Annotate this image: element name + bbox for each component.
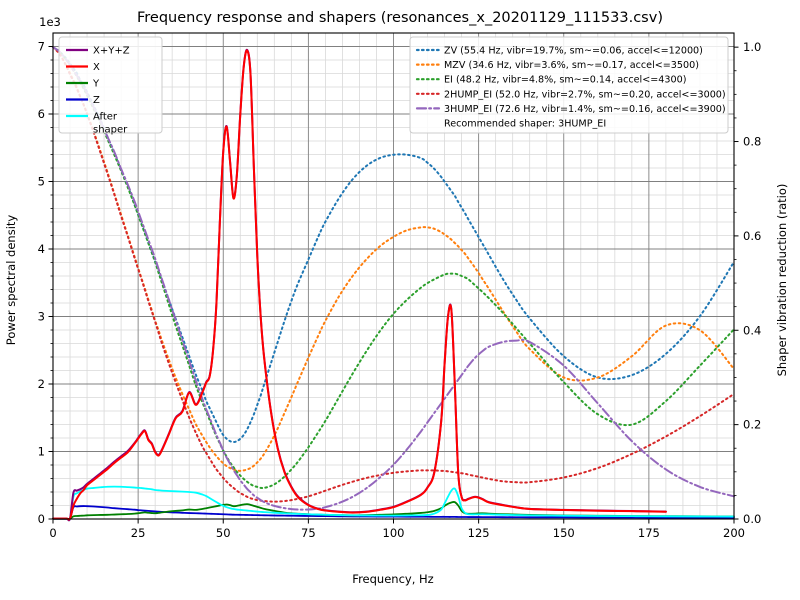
psd-legend-label: After [93,112,118,123]
series-line [52,46,735,511]
psd-legend-item[interactable]: Y [66,79,100,90]
psd-legend-label: Z [93,95,100,106]
x-tick-label: 175 [638,526,660,540]
y-tick-label-left: 4 [38,242,45,256]
psd-legend-item[interactable]: Z [66,95,100,106]
y-tick-label-left: 3 [38,310,45,324]
series-line [52,485,735,522]
shaper-legend-item[interactable]: 2HUMP_EI (52.0 Hz, vibr=2.7%, sm~=0.20, … [415,89,726,100]
x-tick-label: 25 [131,526,146,540]
x-tick-label: 100 [383,526,405,540]
x-tick-label: 125 [468,526,490,540]
shaper-legend-box [409,36,729,134]
ticks-layer: 0 25 50 75 100 125 150 175 200 0 1 2 3 4 5 6 7 0.0 0.2 0.4 0… [38,40,762,541]
y-tick-label-right: 0.2 [743,418,761,432]
series-line [52,501,735,520]
y-tick-label-left: 5 [38,175,45,189]
psd-legend-item[interactable]: After shaper [66,112,128,136]
shaper-legend[interactable]: ZV (55.4 Hz, vibr=19.7%, sm~=0.06, accel… [409,36,729,134]
x-tick-label: 150 [553,526,575,540]
x-tick-label: 200 [723,526,745,540]
y-tick-label-right: 0.6 [743,229,761,243]
y-tick-label-left: 0 [38,512,45,526]
shaper-legend-label: 2HUMP_EI (52.0 Hz, vibr=2.7%, sm~=0.20, … [444,89,726,100]
shaper-legend-label: 3HUMP_EI (72.6 Hz, vibr=1.4%, sm~=0.16, … [444,104,726,115]
shaper-legend-item[interactable]: MZV (34.6 Hz, vibr=3.6%, sm~=0.17, accel… [415,60,699,71]
psd-legend-label: X [93,62,100,73]
y-tick-label-right: 1.0 [743,40,761,54]
psd-legend-label: X+Y+Z [93,46,130,57]
shaper-legend-item[interactable]: 3HUMP_EI (72.6 Hz, vibr=1.4%, sm~=0.16, … [415,104,726,115]
psd-legend-label: Y [92,79,100,90]
psd-legend-item[interactable]: X+Y+Z [66,46,130,57]
x-tick-label: 50 [216,526,231,540]
psd-legend-box [58,36,163,134]
y-axis-offset-label: 1e3 [39,15,61,29]
x-axis-label: Frequency, Hz [352,572,433,586]
psd-legend[interactable]: X+Y+Z XYZ After shaper [58,36,163,136]
series-line [52,505,735,521]
y-tick-label-right: 0.8 [743,135,761,149]
x-tick-label: 0 [49,526,56,540]
y-tick-label-right: 0.4 [743,323,761,337]
series-line [52,46,735,503]
shaper-legend-item[interactable]: ZV (55.4 Hz, vibr=19.7%, sm~=0.06, accel… [415,46,703,57]
y-axis-label-left: Power spectral density [4,215,18,346]
psd-legend-item[interactable]: X [66,62,100,73]
y-tick-label-left: 1 [38,445,45,459]
recommended-shaper-label: Recommended shaper: 3HUMP_EI [444,119,606,130]
series-line [52,49,667,521]
page-title: Frequency response and shapers (resonanc… [137,10,663,26]
x-tick-label: 75 [301,526,316,540]
y-tick-label-right: 0.0 [743,512,761,526]
shaper-legend-label: EI (48.2 Hz, vibr=4.8%, sm~=0.14, accel<… [444,75,686,86]
series-layer [52,46,735,522]
y-tick-label-left: 2 [38,377,45,391]
shaper-legend-label: ZV (55.4 Hz, vibr=19.7%, sm~=0.06, accel… [444,46,703,57]
shaper-legend-label: MZV (34.6 Hz, vibr=3.6%, sm~=0.17, accel… [444,60,699,71]
y-tick-label-left: 7 [38,40,45,54]
psd-legend-label: shaper [93,125,128,136]
shaper-legend-item[interactable]: EI (48.2 Hz, vibr=4.8%, sm~=0.14, accel<… [415,75,686,86]
y-axis-label-right: Shaper vibration reduction (ratio) [775,184,789,377]
series-line [52,46,735,490]
y-tick-label-left: 6 [38,107,45,121]
